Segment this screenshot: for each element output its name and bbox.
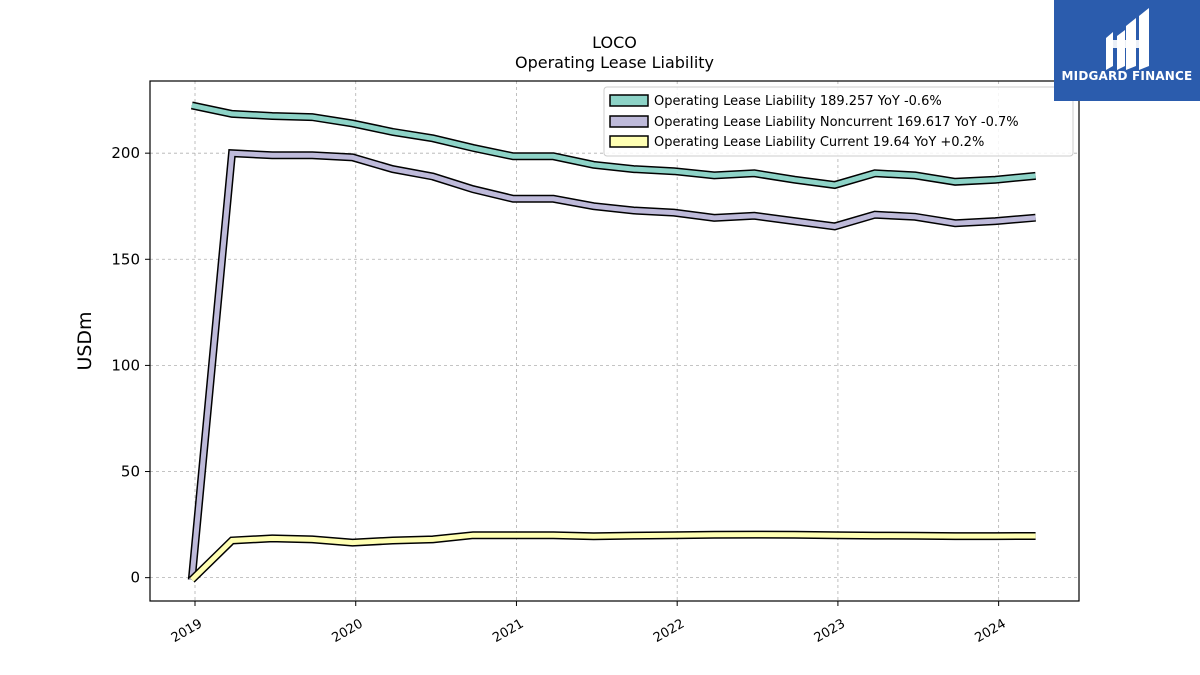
series-line: [187, 149, 1036, 581]
legend-label: Operating Lease Liability Noncurrent 169…: [654, 115, 1019, 130]
legend-label: Operating Lease Liability Current 19.64 …: [654, 135, 984, 150]
series-line: [189, 530, 1036, 583]
brand-name: MIDGARD FINANCE: [1061, 69, 1193, 83]
legend-item: Operating Lease Liability Current 19.64 …: [609, 135, 984, 150]
chart-subtitle: Operating Lease Liability: [515, 53, 714, 72]
y-axis-label: USDm: [74, 311, 96, 370]
legend: Operating Lease Liability 189.257 YoY -0…: [603, 86, 1074, 157]
series-line-fill: [191, 102, 1036, 188]
series-layer: [187, 101, 1036, 583]
x-tick-label: 2020: [330, 616, 366, 646]
series-line-fill: [189, 150, 1036, 581]
y-tick-label: 50: [121, 463, 140, 481]
legend-item: Operating Lease Liability 189.257 YoY -0…: [609, 94, 942, 109]
midgard-logo-icon: [1106, 8, 1149, 70]
x-tick-label: 2023: [812, 616, 848, 646]
legend-swatch: [609, 135, 649, 148]
legend-item: Operating Lease Liability Noncurrent 169…: [609, 115, 1019, 130]
legend-frame: [603, 86, 1074, 157]
x-tick-label: 2022: [651, 616, 687, 646]
chart-title: LOCO: [592, 33, 637, 52]
series-line: [190, 101, 1036, 190]
series-line-fill: [190, 532, 1036, 582]
legend-swatch: [609, 94, 649, 107]
x-axis: 2019 2020 2021 2022 2023 2024: [169, 601, 1009, 646]
x-tick-label: 2019: [169, 616, 205, 646]
x-tick-label: 2024: [972, 616, 1008, 646]
y-axis: 0 50 100 150 200: [111, 144, 150, 587]
legend-label: Operating Lease Liability 189.257 YoY -0…: [654, 94, 942, 109]
y-tick-label: 150: [111, 250, 140, 268]
plot-frame: [149, 80, 1080, 602]
legend-swatch: [609, 115, 649, 128]
y-tick-label: 200: [111, 144, 140, 162]
brand-logo: MIDGARD FINANCE: [1054, 0, 1200, 101]
y-tick-label: 100: [111, 356, 140, 374]
y-tick-label: 0: [130, 569, 140, 587]
x-tick-label: 2021: [490, 616, 526, 646]
